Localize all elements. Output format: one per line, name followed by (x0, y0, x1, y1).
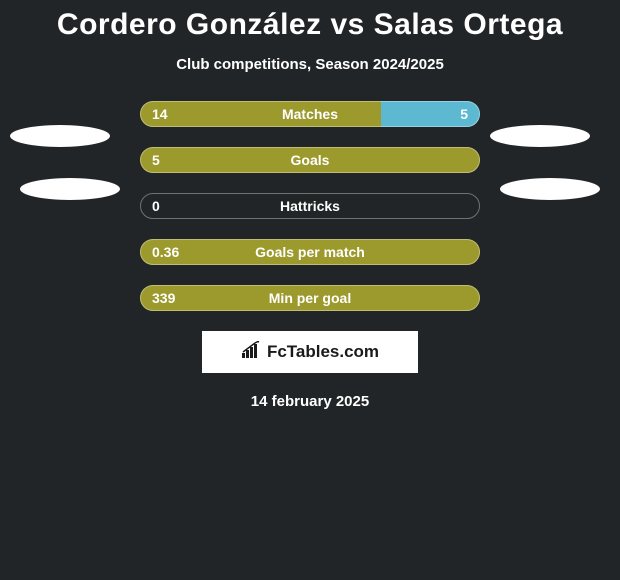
bar-track (140, 239, 480, 265)
bar-left-fill (140, 147, 480, 173)
date-label: 14 february 2025 (0, 393, 620, 410)
avatar-ellipse (10, 125, 110, 147)
bar-track (140, 285, 480, 311)
stat-row: Goals5 (0, 147, 620, 173)
bar-right-fill (381, 101, 480, 127)
stat-row: Goals per match0.36 (0, 239, 620, 265)
bar-left-fill (140, 239, 480, 265)
avatar-ellipse (500, 178, 600, 200)
stat-row: Min per goal339 (0, 285, 620, 311)
page-title: Cordero González vs Salas Ortega (0, 0, 620, 42)
chart-icon (241, 341, 263, 364)
bar-left-fill (140, 101, 381, 127)
bar-track (140, 101, 480, 127)
logo-box: FcTables.com (202, 331, 418, 373)
avatar-ellipse (20, 178, 120, 200)
bar-track (140, 193, 480, 219)
stat-row: Matches145 (0, 101, 620, 127)
bar-left-fill (140, 285, 480, 311)
avatar-ellipse (490, 125, 590, 147)
page-subtitle: Club competitions, Season 2024/2025 (0, 56, 620, 73)
logo-text: FcTables.com (267, 342, 379, 362)
bar-track (140, 147, 480, 173)
